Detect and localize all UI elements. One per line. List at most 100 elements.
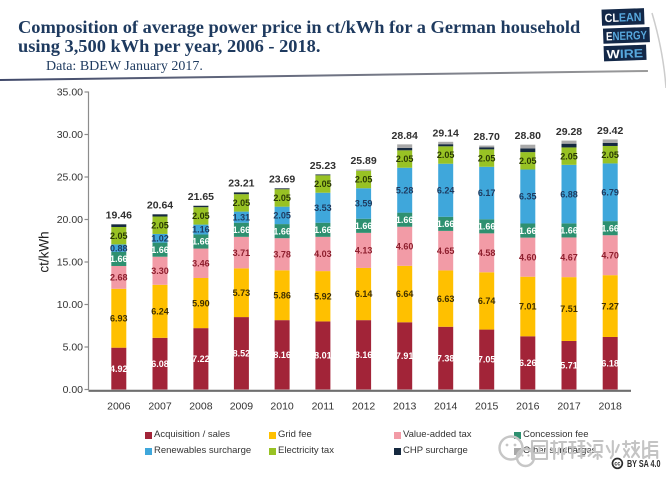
svg-text:1.66: 1.66 — [273, 226, 291, 236]
svg-text:3.78: 3.78 — [273, 250, 291, 260]
svg-text:0.00: 0.00 — [63, 384, 84, 396]
svg-text:5.90: 5.90 — [192, 298, 210, 308]
svg-text:10.00: 10.00 — [57, 299, 83, 311]
svg-text:1.66: 1.66 — [151, 245, 169, 255]
svg-text:5.92: 5.92 — [314, 292, 332, 302]
svg-text:2009: 2009 — [230, 401, 254, 413]
svg-text:4.65: 4.65 — [437, 246, 455, 256]
svg-text:1.66: 1.66 — [437, 219, 455, 229]
svg-text:5.86: 5.86 — [273, 290, 291, 300]
svg-text:1.66: 1.66 — [192, 237, 210, 247]
svg-text:CLEAN: CLEAN — [604, 10, 641, 25]
svg-text:6.26: 6.26 — [519, 358, 537, 368]
svg-text:2010: 2010 — [270, 401, 294, 413]
svg-text:4.13: 4.13 — [355, 246, 373, 256]
svg-text:8.01: 8.01 — [314, 351, 332, 361]
svg-text:6.64: 6.64 — [396, 289, 414, 299]
svg-text:4.60: 4.60 — [396, 242, 414, 252]
svg-text:2011: 2011 — [312, 401, 335, 413]
svg-text:2.05: 2.05 — [396, 154, 414, 164]
svg-text:WIRE: WIRE — [606, 46, 643, 61]
svg-text:30.00: 30.00 — [57, 129, 83, 141]
svg-text:6.14: 6.14 — [355, 289, 373, 299]
svg-text:2016: 2016 — [516, 401, 540, 413]
svg-text:3.53: 3.53 — [314, 203, 332, 213]
svg-text:2.05: 2.05 — [314, 179, 332, 189]
svg-text:6.18: 6.18 — [601, 358, 619, 368]
svg-text:8.16: 8.16 — [355, 350, 373, 360]
svg-text:6.35: 6.35 — [519, 192, 537, 202]
svg-text:28.80: 28.80 — [515, 130, 541, 142]
svg-text:2.05: 2.05 — [355, 175, 373, 185]
svg-text:2008: 2008 — [189, 401, 213, 413]
svg-text:25.00: 25.00 — [57, 172, 83, 184]
svg-text:4.58: 4.58 — [478, 248, 496, 258]
svg-text:2.05: 2.05 — [233, 198, 251, 208]
svg-text:2.05: 2.05 — [560, 151, 578, 161]
svg-text:2.68: 2.68 — [110, 273, 128, 283]
svg-text:7.22: 7.22 — [192, 354, 210, 364]
svg-text:28.84: 28.84 — [392, 130, 418, 142]
svg-text:7.38: 7.38 — [437, 353, 455, 363]
svg-text:1.66: 1.66 — [314, 225, 332, 235]
svg-text:6.93: 6.93 — [110, 313, 128, 323]
svg-text:2.05: 2.05 — [601, 150, 619, 160]
svg-text:29.28: 29.28 — [556, 126, 582, 138]
svg-text:2.05: 2.05 — [151, 220, 169, 230]
svg-text:2.05: 2.05 — [192, 211, 210, 221]
svg-text:1.16: 1.16 — [192, 225, 210, 235]
svg-text:1.66: 1.66 — [233, 225, 251, 235]
svg-text:1.66: 1.66 — [396, 215, 414, 225]
svg-text:4.67: 4.67 — [560, 253, 578, 263]
svg-text:6.24: 6.24 — [437, 186, 455, 196]
svg-text:23.69: 23.69 — [269, 174, 295, 186]
svg-text:1.66: 1.66 — [519, 226, 537, 236]
svg-text:6.08: 6.08 — [151, 359, 169, 369]
svg-text:2015: 2015 — [475, 401, 499, 413]
svg-text:2.05: 2.05 — [519, 156, 537, 166]
svg-text:2.05: 2.05 — [478, 153, 496, 163]
svg-text:20.64: 20.64 — [147, 200, 173, 212]
svg-text:4.60: 4.60 — [519, 252, 537, 262]
svg-text:8.52: 8.52 — [233, 349, 251, 359]
svg-text:35.00: 35.00 — [57, 87, 83, 99]
svg-text:7.27: 7.27 — [601, 301, 619, 311]
svg-text:23.21: 23.21 — [228, 178, 254, 190]
svg-text:3.59: 3.59 — [355, 199, 373, 209]
svg-text:20.00: 20.00 — [57, 214, 83, 226]
svg-text:6.24: 6.24 — [151, 307, 169, 317]
svg-text:7.01: 7.01 — [519, 302, 537, 312]
svg-text:2.05: 2.05 — [273, 211, 291, 221]
svg-text:2.05: 2.05 — [110, 231, 128, 241]
svg-text:6.63: 6.63 — [437, 294, 455, 304]
svg-text:2018: 2018 — [599, 401, 623, 413]
svg-text:29.14: 29.14 — [433, 127, 459, 139]
svg-text:7.05: 7.05 — [478, 355, 496, 365]
svg-text:BY SA 4.0: BY SA 4.0 — [627, 459, 661, 470]
svg-text:2.05: 2.05 — [273, 193, 291, 203]
svg-text:5.28: 5.28 — [396, 185, 414, 195]
svg-text:21.65: 21.65 — [188, 191, 214, 203]
svg-text:6.17: 6.17 — [478, 188, 496, 198]
svg-text:5.71: 5.71 — [560, 360, 578, 370]
svg-text:3.71: 3.71 — [233, 248, 251, 258]
svg-text:1.66: 1.66 — [355, 221, 373, 231]
svg-text:4.92: 4.92 — [110, 364, 128, 374]
svg-text:19.46: 19.46 — [106, 210, 132, 222]
svg-text:6.79: 6.79 — [601, 188, 619, 198]
svg-text:0.88: 0.88 — [110, 243, 128, 253]
svg-text:25.23: 25.23 — [310, 160, 336, 172]
svg-text:8.16: 8.16 — [273, 350, 291, 360]
svg-text:6.74: 6.74 — [478, 296, 496, 306]
svg-text:2006: 2006 — [107, 401, 131, 413]
svg-text:ENERGY: ENERGY — [606, 28, 647, 43]
svg-text:2012: 2012 — [352, 401, 376, 413]
svg-text:3.46: 3.46 — [192, 259, 210, 269]
svg-text:4.03: 4.03 — [314, 249, 332, 259]
svg-text:2013: 2013 — [393, 401, 417, 413]
svg-text:1.66: 1.66 — [478, 222, 496, 232]
svg-text:29.42: 29.42 — [597, 125, 623, 137]
svg-text:3.30: 3.30 — [151, 266, 169, 276]
svg-text:1.66: 1.66 — [601, 223, 619, 233]
svg-text:4.70: 4.70 — [601, 250, 619, 260]
